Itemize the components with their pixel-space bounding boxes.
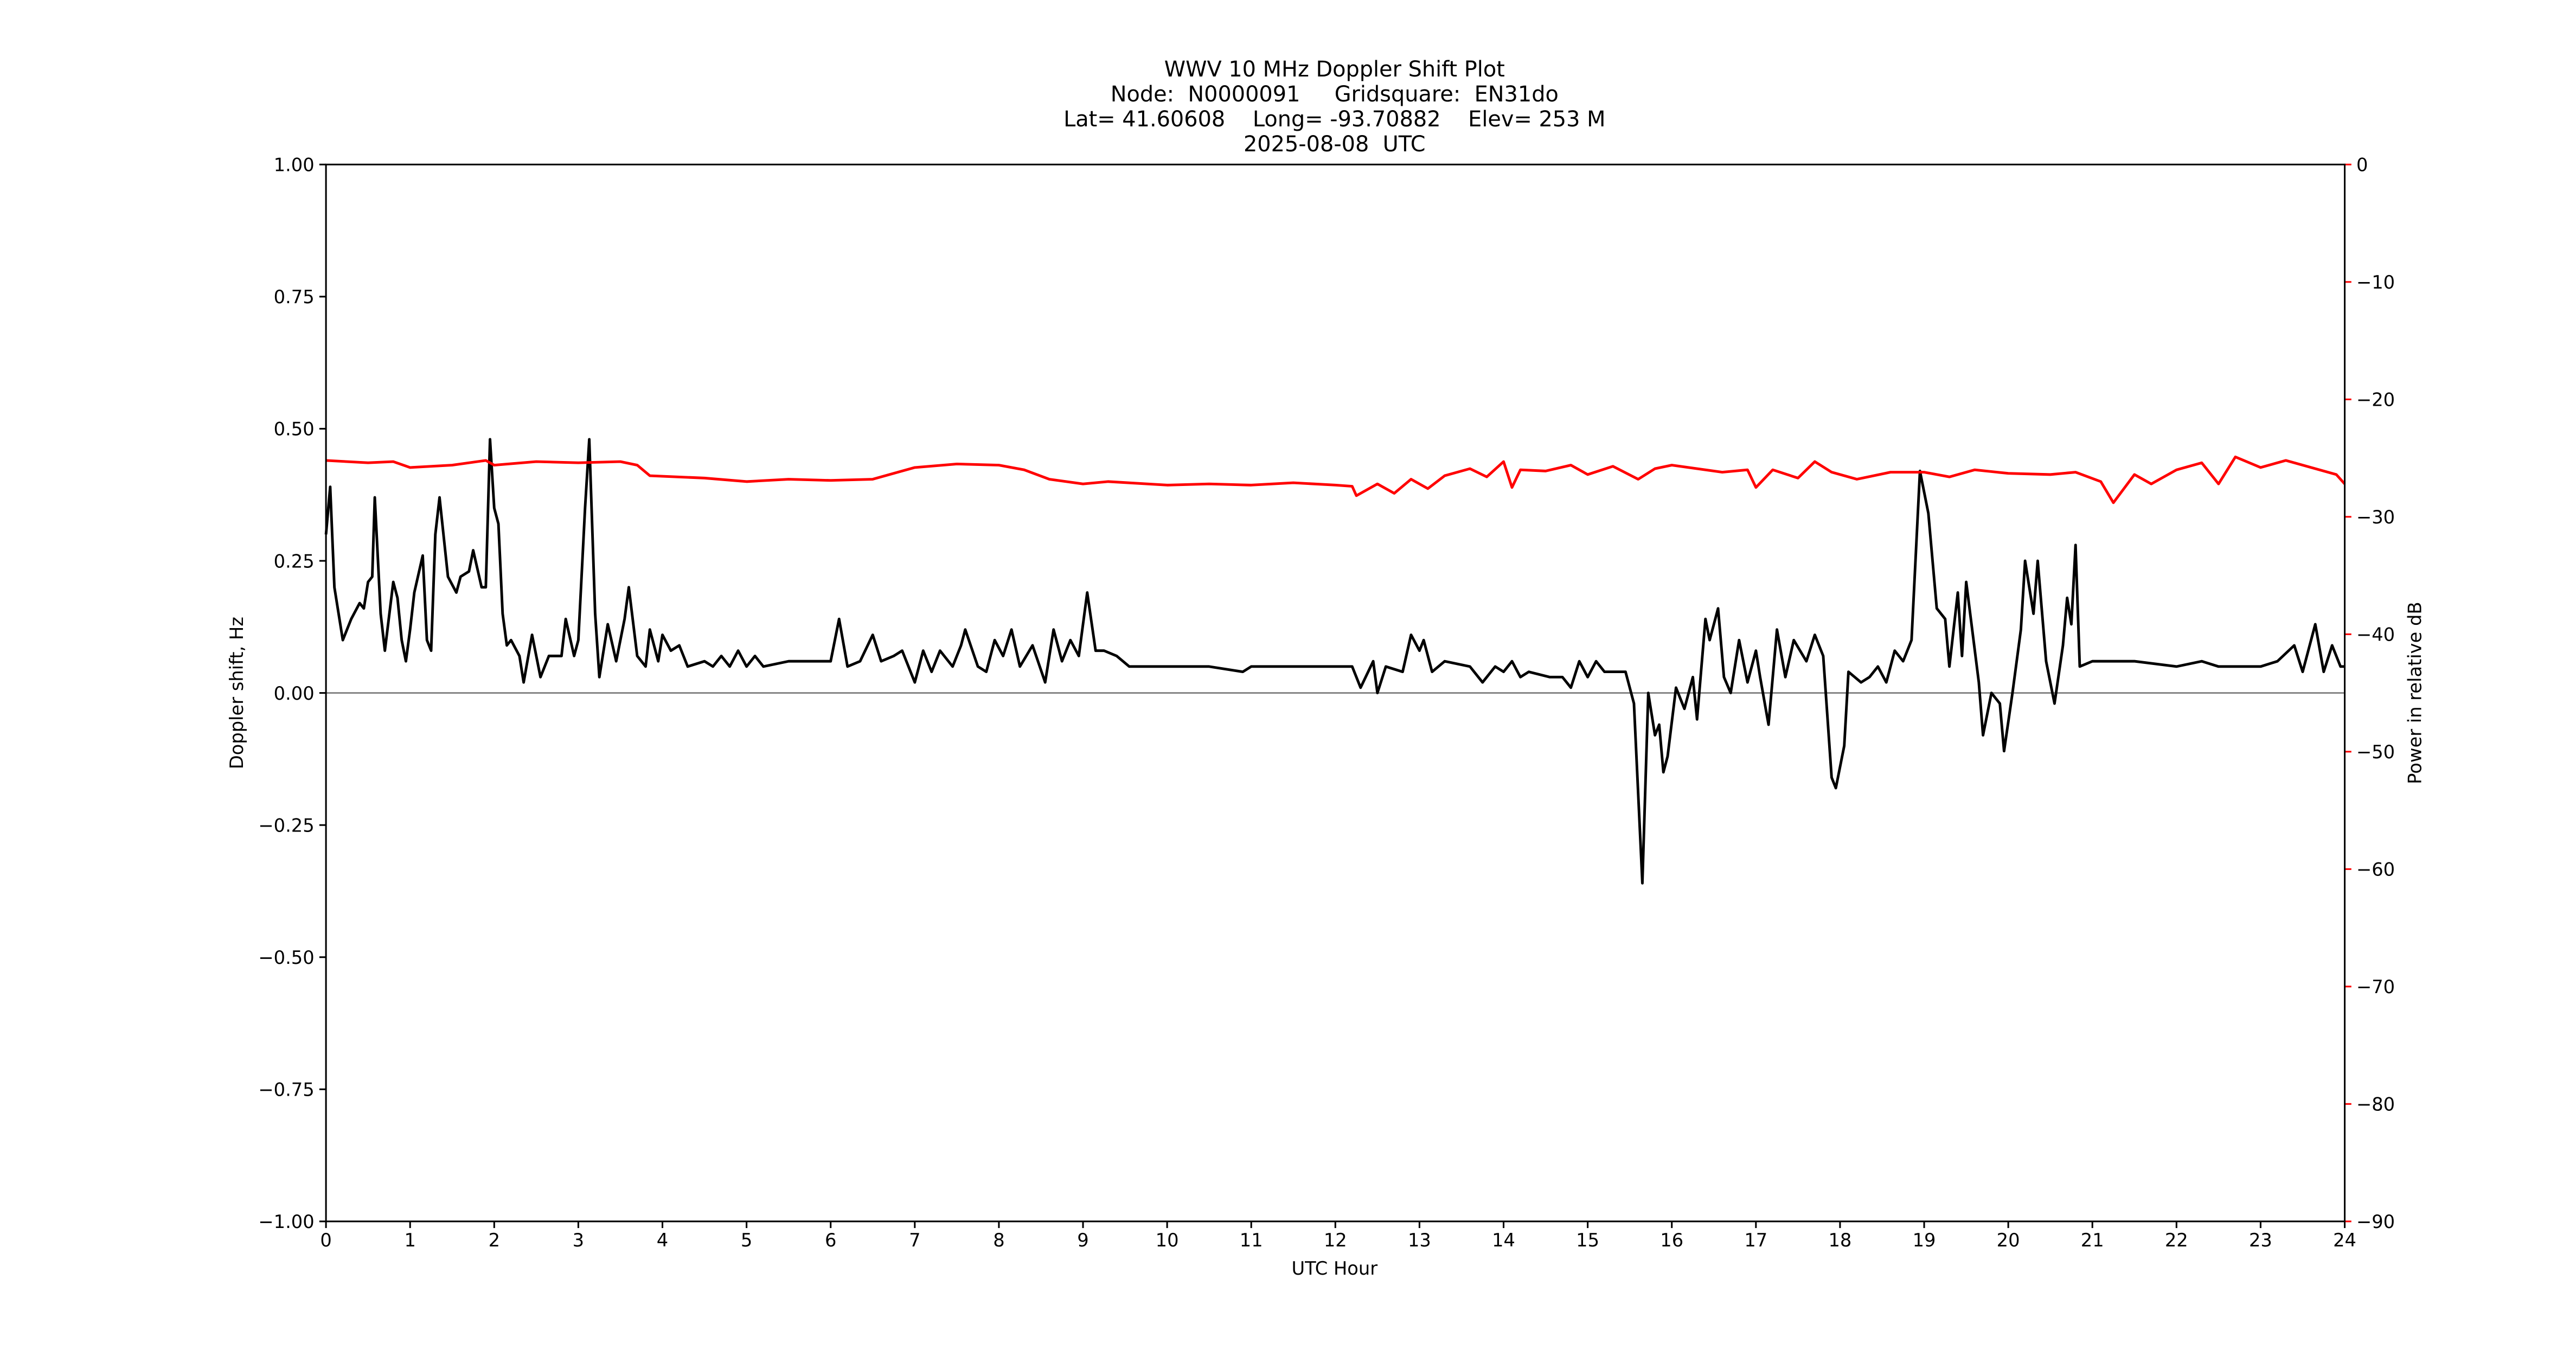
x-tick-label: 1: [404, 1230, 415, 1251]
x-tick-label: 22: [2165, 1230, 2188, 1251]
x-tick-label: 18: [1828, 1230, 1851, 1251]
x-tick-label: 24: [2333, 1230, 2356, 1251]
chart-subtitle: Node: N0000091 Gridsquare: EN31do: [1111, 82, 1559, 107]
x-tick-label: 13: [1408, 1230, 1431, 1251]
y-tick-label: 1.00: [274, 155, 315, 176]
x-tick-label: 19: [1913, 1230, 1936, 1251]
chart-subtitle: Lat= 41.60608 Long= -93.70882 Elev= 253 …: [1063, 107, 1605, 132]
chart-title: WWV 10 MHz Doppler Shift Plot: [1164, 57, 1505, 82]
y-tick-label: 0.00: [274, 683, 315, 704]
plot-frame: [325, 163, 2346, 1223]
x-tick-label: 20: [1997, 1230, 2020, 1251]
x-tick-label: 14: [1492, 1230, 1515, 1251]
y-tick-label: 0.25: [274, 551, 315, 572]
x-tick-label: 2: [489, 1230, 500, 1251]
x-tick-label: 4: [657, 1230, 668, 1251]
x-tick-label: 23: [2249, 1230, 2272, 1251]
x-tick-label: 6: [825, 1230, 836, 1251]
y2-axis-label: Power in relative dB: [2404, 602, 2425, 784]
y2-tick-label: −70: [2356, 976, 2395, 997]
x-tick-label: 21: [2081, 1230, 2104, 1251]
x-tick-label: 12: [1324, 1230, 1347, 1251]
y-tick-label: 0.75: [274, 286, 315, 308]
x-tick-label: 0: [320, 1230, 331, 1251]
x-tick-label: 5: [741, 1230, 752, 1251]
x-tick-label: 17: [1744, 1230, 1767, 1251]
y2-tick-label: −10: [2356, 272, 2395, 293]
y-tick-label: −0.50: [258, 947, 314, 968]
y-tick-label: −0.75: [258, 1079, 314, 1101]
y2-tick-label: −90: [2356, 1211, 2395, 1232]
y2-tick-label: −30: [2356, 507, 2395, 528]
x-tick-label: 8: [993, 1230, 1004, 1251]
series-line: [324, 438, 2345, 885]
y2-tick-label: −60: [2356, 859, 2395, 880]
y-tick-label: −1.00: [258, 1211, 314, 1232]
series-line: [325, 455, 2346, 504]
x-tick-label: 11: [1240, 1230, 1263, 1251]
x-tick-label: 3: [573, 1230, 584, 1251]
y2-tick-label: −80: [2356, 1094, 2395, 1115]
y2-tick-label: −20: [2356, 389, 2395, 411]
x-tick-label: 15: [1576, 1230, 1599, 1251]
x-tick-label: 9: [1077, 1230, 1088, 1251]
y2-tick-label: −50: [2356, 741, 2395, 763]
y-axis-label: Doppler shift, Hz: [226, 617, 247, 769]
x-axis-label: UTC Hour: [1291, 1258, 1377, 1279]
x-tick-label: 16: [1660, 1230, 1683, 1251]
y-tick-label: 0.50: [274, 419, 315, 440]
y2-tick-label: −40: [2356, 624, 2395, 645]
y-tick-label: −0.25: [258, 815, 314, 836]
x-tick-label: 7: [909, 1230, 920, 1251]
chart-subtitle: 2025-08-08 UTC: [1244, 132, 1426, 157]
x-tick-label: 10: [1156, 1230, 1179, 1251]
y2-tick-label: 0: [2356, 155, 2368, 176]
